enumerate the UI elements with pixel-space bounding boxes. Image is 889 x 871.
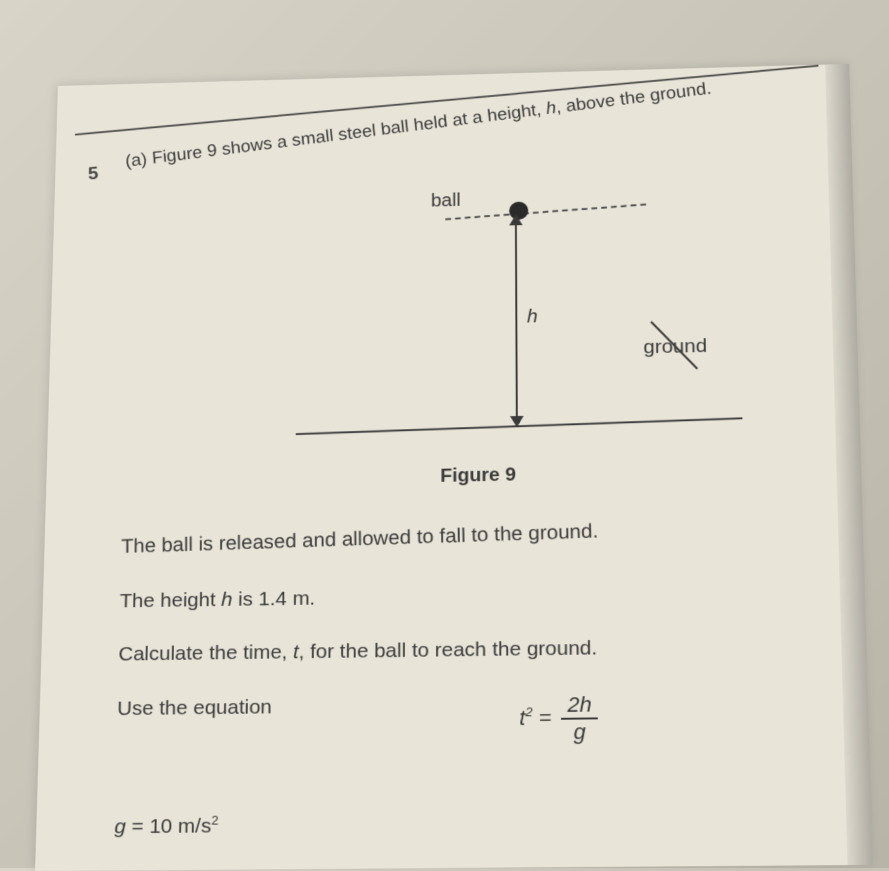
eq-equals: = — [532, 705, 557, 730]
page-shadow — [825, 64, 873, 865]
eq-num-coef: 2 — [567, 692, 579, 716]
body-line-3: Calculate the time, t, for the ball to r… — [118, 632, 597, 670]
eq-numerator: 2h — [561, 692, 598, 720]
question-text-after: , above the ground. — [555, 79, 713, 117]
line2-before: The height — [120, 589, 222, 612]
body-line-2: The height h is 1.4 m. — [119, 583, 315, 618]
gravity-constant: g = 10 m/s2 — [114, 813, 218, 839]
g-var: g — [114, 816, 126, 839]
height-label: h — [527, 307, 538, 328]
eq-denominator: g — [561, 719, 598, 745]
body-line-4: Use the equation — [117, 691, 272, 725]
eq-fraction: 2hg — [561, 692, 598, 745]
eq-num-var: h — [579, 692, 591, 716]
line3-before: Calculate the time, — [118, 641, 293, 665]
part-label: (a) — [125, 150, 148, 171]
question-text-before: Figure 9 shows a small steel ball held a… — [151, 100, 547, 168]
g-equals: = — [126, 815, 150, 838]
line2-h: h — [221, 589, 233, 611]
question-number: 5 — [87, 164, 98, 185]
body-line-1: The ball is released and allowed to fall… — [121, 516, 599, 563]
line2-after: is 1.4 m. — [232, 588, 315, 611]
worksheet-page: 5 (a) Figure 9 shows a small steel ball … — [35, 64, 873, 871]
figure-diagram: ball h ground — [228, 175, 734, 488]
equation: t2 = 2hg — [519, 692, 598, 745]
ball-level-line — [445, 204, 646, 221]
ball-label: ball — [431, 191, 461, 212]
g-value: 10 m/s — [149, 815, 211, 838]
line3-after: , for the ball to reach the ground. — [299, 637, 598, 663]
height-arrow — [515, 216, 518, 422]
g-exp: 2 — [211, 813, 218, 828]
figure-caption: Figure 9 — [440, 465, 516, 488]
